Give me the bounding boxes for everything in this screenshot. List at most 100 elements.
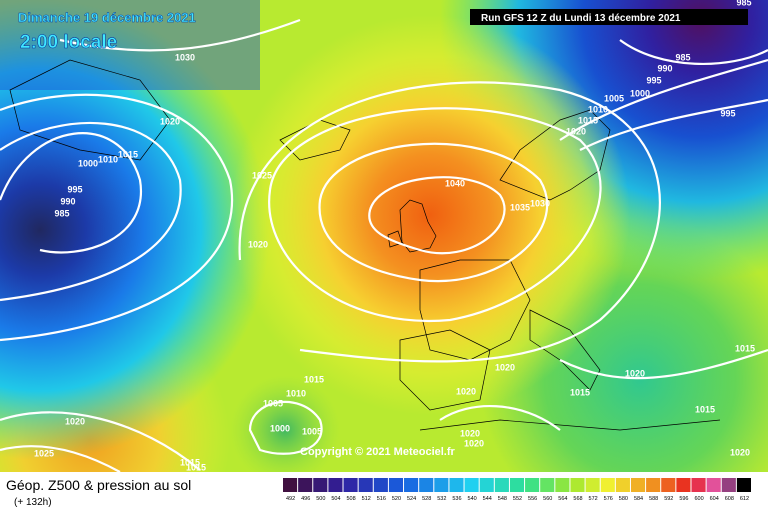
date-label: Dimanche 19 décembre 2021 bbox=[18, 10, 196, 25]
color-scale: 492 496 500 504 508 512 516 520 524 528 532 536 540 5… bbox=[283, 478, 751, 502]
scale-swatch bbox=[449, 478, 464, 492]
time-label: 2:00 locale bbox=[20, 32, 117, 53]
scale-swatch bbox=[585, 478, 600, 492]
scale-label: 568 bbox=[573, 496, 582, 502]
scale-label: 564 bbox=[558, 496, 567, 502]
isobar-label: 1005 bbox=[302, 426, 322, 436]
scale-swatch bbox=[494, 478, 509, 492]
isobar-label: 1020 bbox=[460, 428, 480, 438]
isobar-label: 1020 bbox=[566, 126, 586, 136]
isobar-label: 1035 bbox=[510, 202, 530, 212]
scale-swatch bbox=[600, 478, 615, 492]
scale-swatch bbox=[509, 478, 525, 492]
scale-label: 500 bbox=[316, 496, 325, 502]
run-banner bbox=[470, 9, 748, 25]
isobar-label: 1015 bbox=[118, 149, 138, 159]
isobar-label: 1015 bbox=[695, 404, 715, 414]
scale-label: 560 bbox=[543, 496, 552, 502]
scale-swatch bbox=[298, 478, 313, 492]
scale-label: 524 bbox=[407, 496, 416, 502]
isobar-labels: 1030 1020 1015 1010 1000 995 990 985 102… bbox=[34, 0, 755, 472]
isobar-label: 1015 bbox=[578, 115, 598, 125]
isobar-label: 1025 bbox=[34, 448, 54, 458]
isobar-label: 990 bbox=[657, 63, 672, 73]
isobar-label: 1015 bbox=[570, 387, 590, 397]
scale-label: 508 bbox=[346, 496, 355, 502]
isobar-label: 1010 bbox=[588, 104, 608, 114]
scale-label: 596 bbox=[679, 496, 688, 502]
isobar-label: 1025 bbox=[252, 170, 272, 180]
scale-swatch bbox=[555, 478, 570, 492]
isobars bbox=[0, 18, 768, 473]
isobar-label: 1020 bbox=[160, 116, 180, 126]
scale-swatch bbox=[404, 478, 419, 492]
isobar-label: 1040 bbox=[445, 178, 465, 188]
isobar-label: 1015 bbox=[304, 374, 324, 384]
isobar-label: 1010 bbox=[286, 388, 306, 398]
isobar-label: 1000 bbox=[78, 158, 98, 168]
isobar-label: 1015 bbox=[735, 343, 755, 353]
scale-label: 604 bbox=[710, 496, 719, 502]
scale-label: 548 bbox=[498, 496, 507, 502]
scale-label: 536 bbox=[452, 496, 461, 502]
scale-label: 556 bbox=[528, 496, 537, 502]
isobar-label: 990 bbox=[60, 196, 75, 206]
isobar-label: 1030 bbox=[175, 52, 195, 62]
scale-swatch bbox=[283, 478, 298, 492]
scale-swatch bbox=[525, 478, 540, 492]
isobar-label: 1000 bbox=[630, 88, 650, 98]
isobar-label: 1010 bbox=[98, 154, 118, 164]
scale-swatch bbox=[661, 478, 676, 492]
scale-swatch bbox=[646, 478, 661, 492]
scale-swatch bbox=[540, 478, 555, 492]
isobar-label: 1020 bbox=[730, 447, 750, 457]
copyright: Copyright © 2021 Meteociel.fr bbox=[300, 446, 456, 458]
scale-label: 580 bbox=[619, 496, 628, 502]
scale-label: 608 bbox=[725, 496, 734, 502]
scale-swatch bbox=[313, 478, 328, 492]
scale-label: 540 bbox=[468, 496, 477, 502]
scale-swatch bbox=[434, 478, 449, 492]
scale-label: 520 bbox=[392, 496, 401, 502]
scale-swatch bbox=[706, 478, 721, 492]
scale-label: 572 bbox=[589, 496, 598, 502]
footer-title: Géop. Z500 & pression au sol bbox=[6, 477, 191, 493]
isobar-label: 1005 bbox=[604, 93, 624, 103]
scale-label: 600 bbox=[694, 496, 703, 502]
scale-swatch bbox=[630, 478, 646, 492]
isobar-label: 1015 bbox=[186, 462, 206, 472]
scale-label: 584 bbox=[634, 496, 643, 502]
isobar-label: 1020 bbox=[625, 368, 645, 378]
isobar-label: 995 bbox=[720, 108, 735, 118]
isobar-label: 1030 bbox=[530, 198, 550, 208]
scale-label: 592 bbox=[664, 496, 673, 502]
scale-swatch bbox=[343, 478, 358, 492]
isobar-label: 985 bbox=[736, 0, 751, 7]
scale-swatch bbox=[736, 478, 751, 492]
isobar-label: 1015 bbox=[180, 457, 200, 467]
scale-swatch bbox=[676, 478, 691, 492]
scale-swatch bbox=[373, 478, 388, 492]
scale-swatch bbox=[358, 478, 373, 492]
isobar-label: 995 bbox=[67, 184, 82, 194]
scale-label: 552 bbox=[513, 496, 522, 502]
scale-swatch bbox=[570, 478, 585, 492]
scale-label: 504 bbox=[331, 496, 340, 502]
isobar-label: 985 bbox=[54, 208, 69, 218]
scale-label: 588 bbox=[649, 496, 658, 502]
scale-label: 544 bbox=[483, 496, 492, 502]
isobar-label: 1020 bbox=[248, 239, 268, 249]
scale-swatch bbox=[615, 478, 630, 492]
scale-swatch bbox=[464, 478, 479, 492]
scale-label: 492 bbox=[286, 496, 295, 502]
scale-label: 576 bbox=[604, 496, 613, 502]
run-label: Run GFS 12 Z du Lundi 13 décembre 2021 bbox=[481, 13, 681, 24]
isobar-label: 1020 bbox=[456, 386, 476, 396]
isobar-label: 995 bbox=[646, 75, 661, 85]
scale-swatch bbox=[419, 478, 434, 492]
isobar-label: 1000 bbox=[270, 423, 290, 433]
footer-lead: (+ 132h) bbox=[14, 497, 52, 508]
scale-label: 612 bbox=[740, 496, 749, 502]
isobar-label: 1020 bbox=[495, 362, 515, 372]
